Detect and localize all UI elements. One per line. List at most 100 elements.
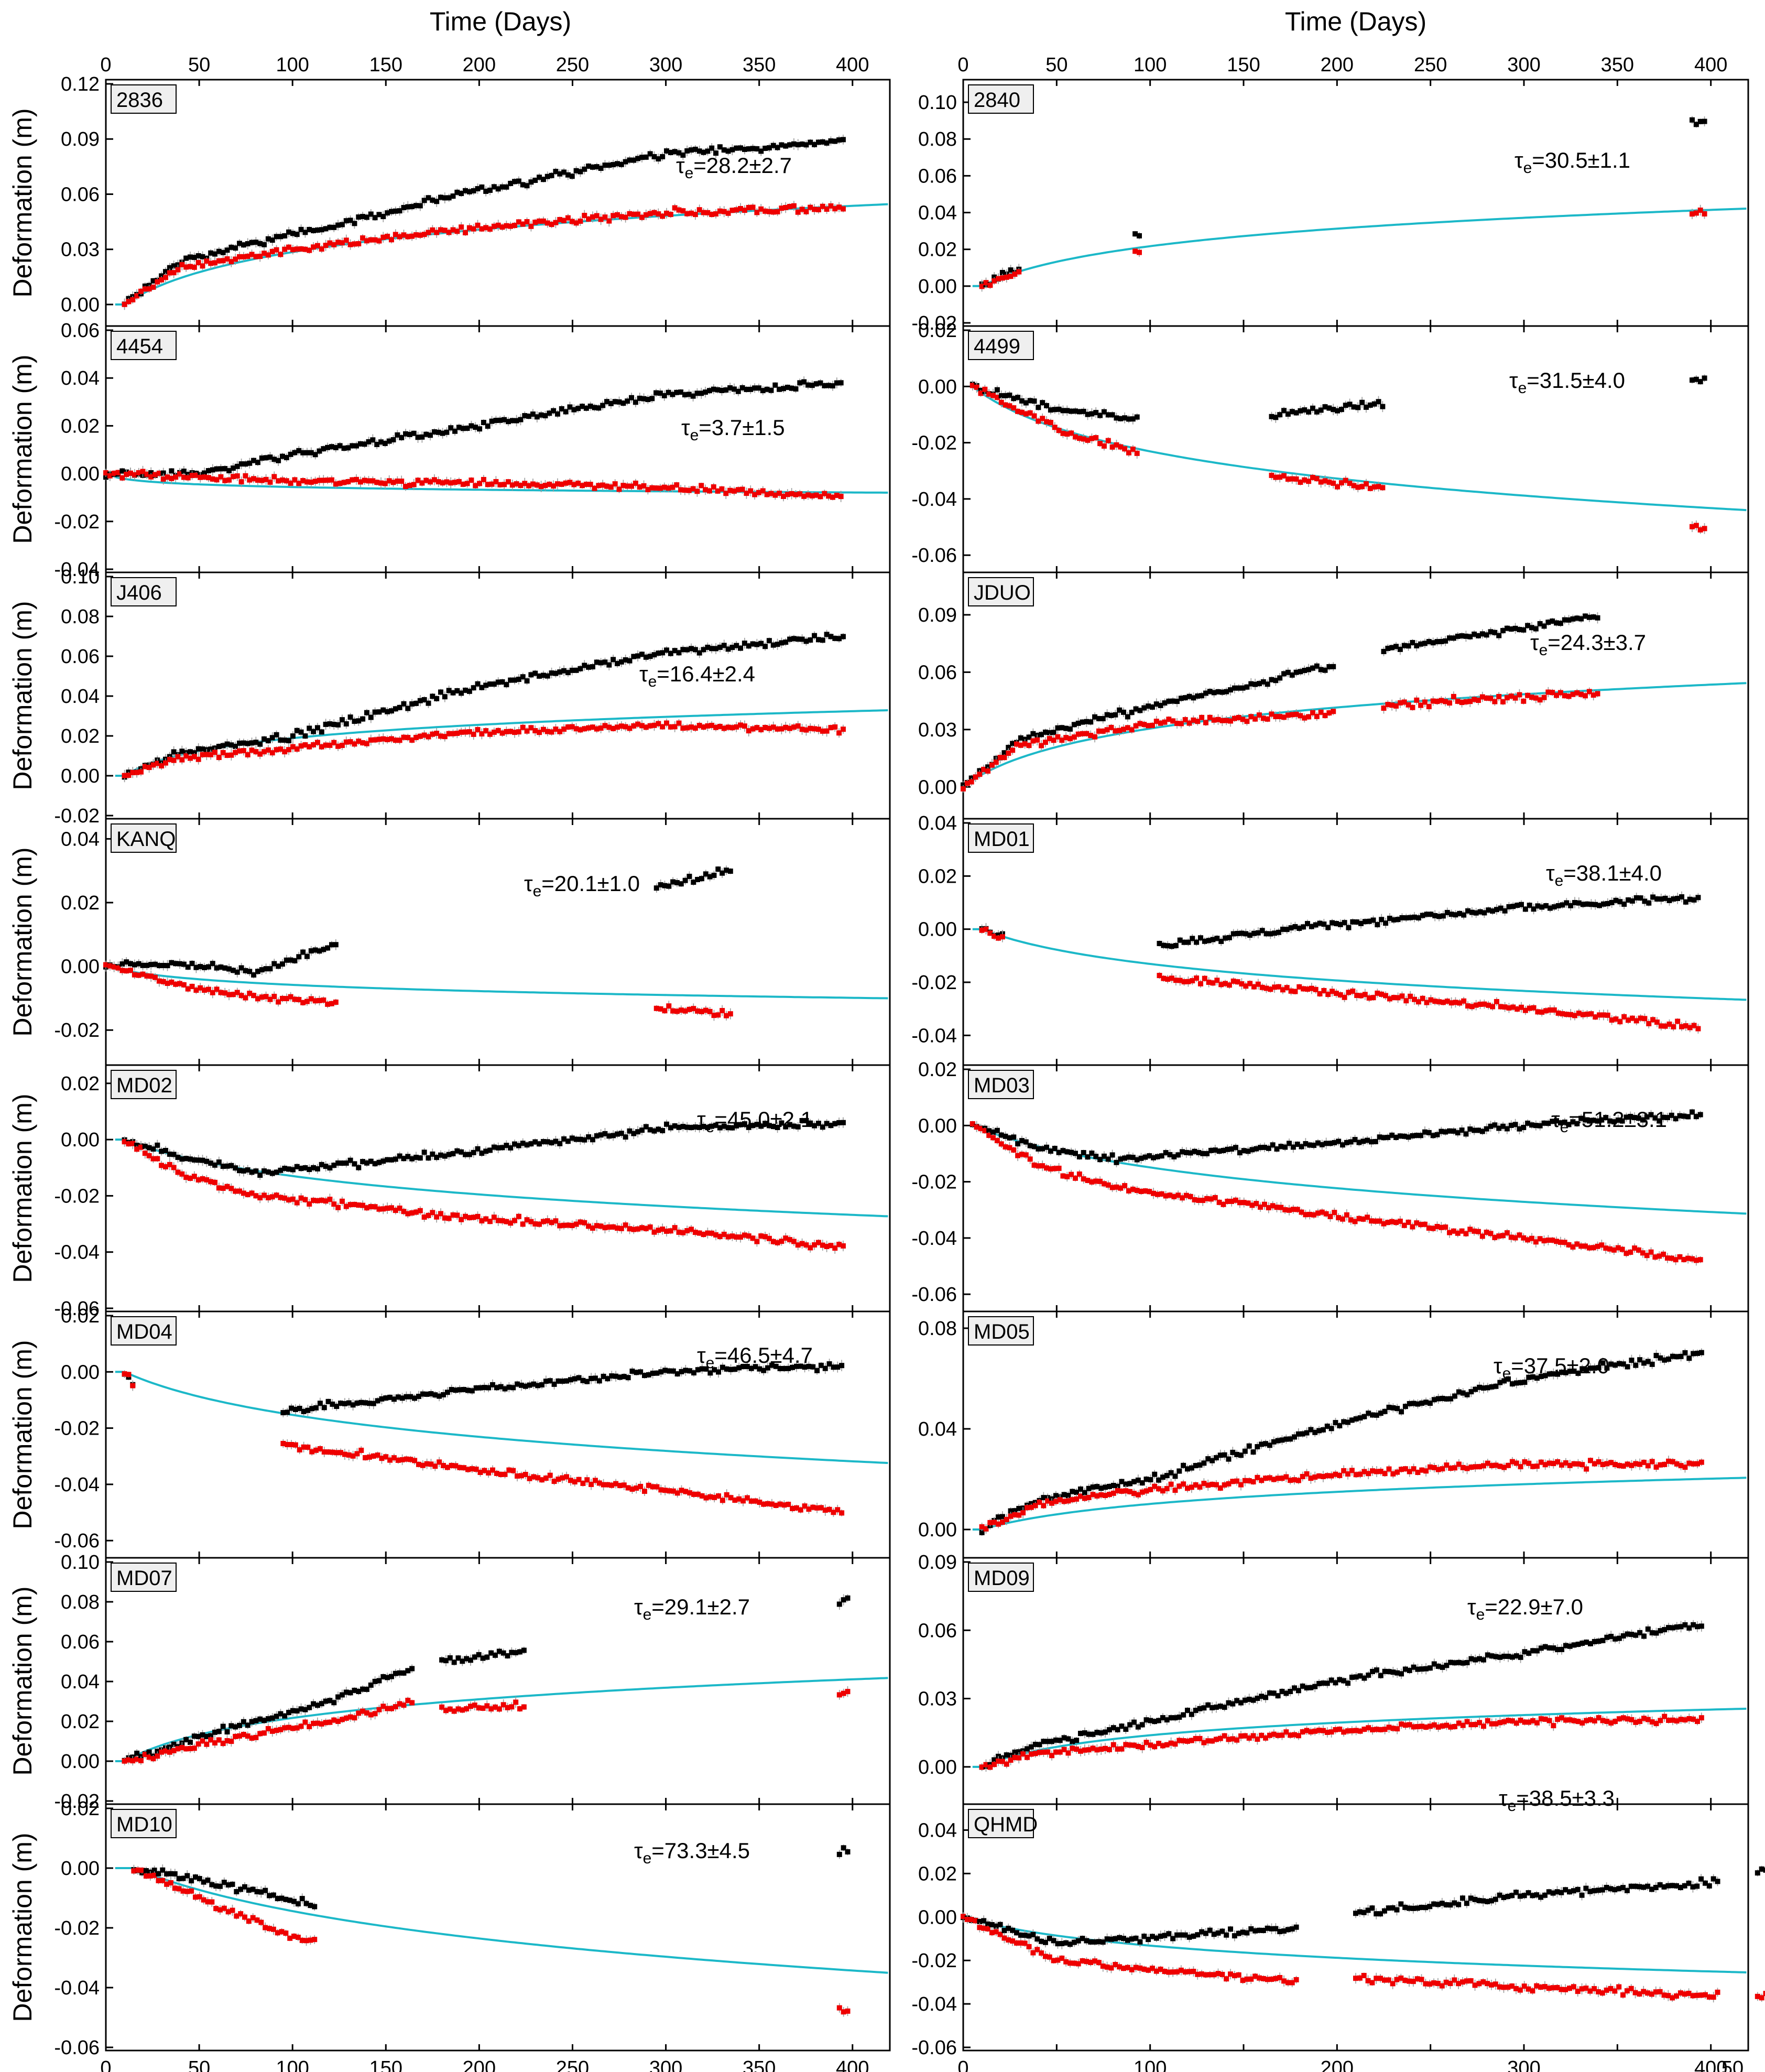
red-point (1512, 695, 1518, 701)
black-point (602, 659, 608, 665)
black-point (1162, 700, 1168, 706)
black-point (746, 1124, 751, 1130)
red-point (725, 724, 731, 730)
black-point (1539, 904, 1545, 910)
black-point (1586, 614, 1592, 620)
black-point (1347, 402, 1353, 407)
red-point (1162, 719, 1168, 725)
red-point (179, 1171, 185, 1177)
red-point (376, 238, 382, 244)
black-point (222, 965, 228, 971)
black-point (544, 673, 550, 679)
red-point (1586, 689, 1592, 695)
black-point (390, 437, 396, 442)
red-point (241, 254, 246, 259)
red-point (618, 1225, 624, 1231)
red-point (1410, 704, 1415, 710)
red-point (360, 235, 366, 241)
red-point (629, 483, 635, 489)
red-point (193, 472, 199, 478)
red-point (633, 480, 638, 486)
red-point (1418, 702, 1424, 708)
black-point (233, 1165, 238, 1171)
black-point (191, 1157, 197, 1163)
black-point (352, 221, 357, 226)
red-point (438, 1211, 444, 1217)
black-point (587, 403, 593, 409)
black-point (684, 148, 690, 154)
black-point (838, 380, 844, 386)
black-point (1362, 919, 1368, 925)
black-point (1166, 698, 1172, 704)
black-point (187, 749, 193, 755)
red-point (1537, 697, 1543, 703)
red-point (1243, 983, 1249, 989)
black-point (516, 676, 521, 682)
red-point (257, 751, 263, 757)
red-point (540, 218, 546, 224)
red-point (195, 1177, 201, 1183)
red-point (979, 284, 985, 289)
black-point (631, 157, 637, 163)
red-point (241, 748, 246, 754)
black-point (830, 383, 836, 389)
black-point (274, 732, 279, 737)
red-point (1351, 483, 1357, 489)
black-point (512, 179, 518, 185)
red-point (1134, 450, 1140, 456)
black-point (1306, 667, 1312, 672)
red-point (224, 1184, 230, 1189)
y-axis-label: Deformation (m) (8, 601, 37, 790)
red-point (169, 475, 175, 481)
black-point (255, 460, 260, 465)
red-point (631, 1227, 637, 1232)
black-point (512, 677, 518, 683)
red-point (973, 774, 978, 780)
black-point (479, 184, 485, 190)
black-point (364, 1160, 369, 1166)
black-point (1473, 910, 1479, 916)
black-point (251, 458, 257, 463)
red-point (333, 481, 339, 487)
red-point (573, 726, 579, 732)
red-point (760, 488, 766, 494)
black-point (766, 638, 772, 644)
black-point (813, 381, 819, 387)
red-point (323, 243, 329, 248)
red-point (1580, 1012, 1586, 1017)
red-point (307, 1201, 312, 1207)
red-point (1477, 1002, 1483, 1007)
black-point (660, 650, 666, 656)
red-point (803, 1242, 809, 1248)
red-point (787, 1237, 793, 1243)
data-points (979, 891, 1701, 1034)
red-point (1044, 419, 1050, 425)
black-point (159, 273, 165, 279)
red-point (368, 737, 374, 743)
red-point (222, 478, 228, 483)
red-point (247, 477, 253, 483)
black-point (719, 387, 725, 393)
red-point (208, 1179, 214, 1185)
red-point (1562, 693, 1567, 699)
red-point (1097, 441, 1103, 447)
red-point (1157, 973, 1162, 979)
red-point (797, 491, 803, 497)
red-point (1114, 442, 1119, 448)
black-point (1496, 633, 1502, 638)
red-point (1165, 977, 1171, 982)
red-point (183, 1175, 189, 1180)
black-point (1690, 117, 1695, 123)
black-point (1555, 903, 1561, 909)
black-point (766, 145, 772, 151)
black-point (212, 1162, 218, 1168)
black-point (169, 960, 175, 966)
red-point (397, 234, 402, 240)
black-point (1508, 626, 1514, 632)
red-point (1346, 990, 1352, 995)
black-point (1401, 643, 1407, 648)
black-point (1178, 696, 1184, 701)
black-point (308, 948, 314, 954)
y-tick-label: -0.06 (911, 1284, 957, 1306)
red-point (1325, 992, 1331, 997)
